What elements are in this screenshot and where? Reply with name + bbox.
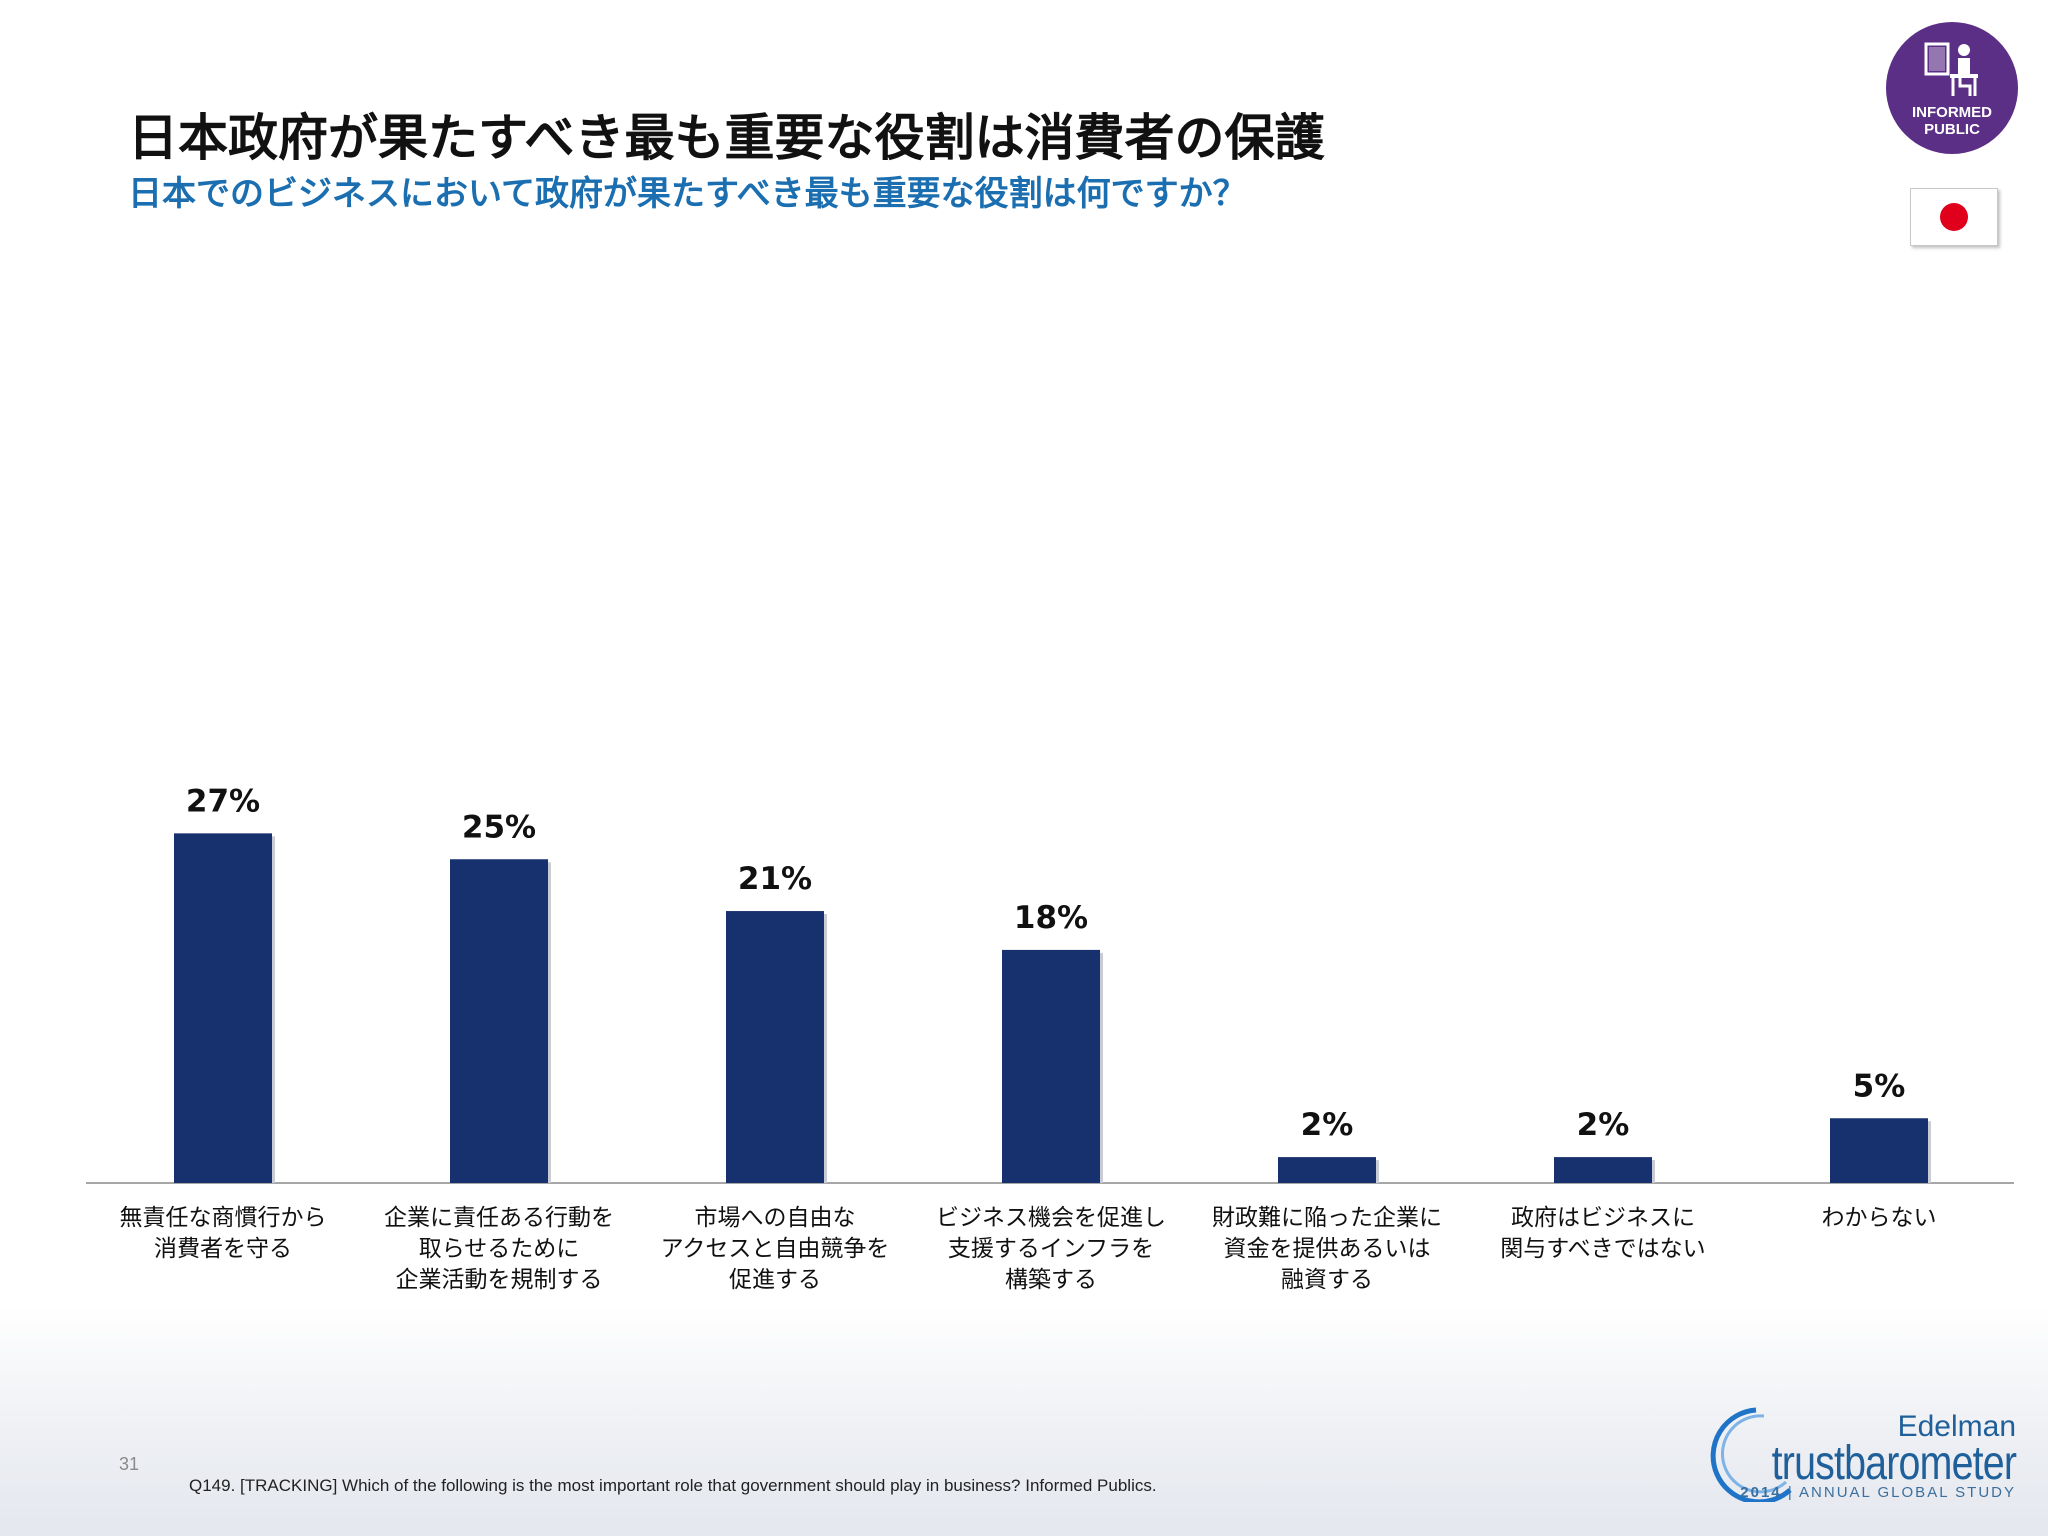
category-label: ビジネス機会を促進し支援するインフラを構築する: [936, 1205, 1166, 1293]
badge-label: INFORMED PUBLIC: [1912, 104, 1992, 138]
category-label-line: ビジネス機会を促進し: [936, 1205, 1166, 1231]
edelman-trustbarometer-logo: Edelman trustbarometer 2014 | ANNUAL GLO…: [1694, 1402, 2024, 1502]
data-label: 21%: [738, 861, 812, 897]
category-label-line: 資金を提供あるいは: [1224, 1236, 1431, 1262]
footer-background: [0, 1306, 2048, 1536]
logo-ring-icon: [1710, 1407, 1792, 1502]
page-number: 31: [119, 1454, 140, 1474]
bar: [1554, 1157, 1652, 1183]
category-label: 無責任な商慣行から消費者を守る: [120, 1205, 327, 1262]
informed-public-badge: INFORMED PUBLIC: [1886, 22, 2018, 154]
category-label-line: 取らせるために: [419, 1236, 580, 1262]
page-title: 日本政府が果たすべき最も重要な役割は消費者の保護: [128, 109, 1325, 167]
bar: [174, 833, 272, 1183]
category-label: 企業に責任ある行動を取らせるために企業活動を規制する: [384, 1205, 614, 1293]
category-label-line: 支援するインフラを: [948, 1236, 1154, 1262]
data-label: 2%: [1577, 1107, 1630, 1143]
japan-flag-icon: [1910, 188, 1998, 246]
brand-tagline-row: 2014 | ANNUAL GLOBAL STUDY: [1740, 1484, 2016, 1501]
data-label: 2%: [1301, 1107, 1354, 1143]
footnote: Q149. [TRACKING] Which of the following …: [189, 1476, 1157, 1495]
page-subtitle: 日本でのビジネスにおいて政府が果たすべき最も重要な役割は何ですか？: [128, 174, 1247, 214]
category-label-line: 企業に責任ある行動を: [384, 1205, 614, 1231]
bar-chart: 27% 無責任な商慣行から消費者を守る 25% 企業に責任ある行動を取らせるために企業…: [86, 783, 2014, 1293]
category-label-line: 無責任な商慣行から: [120, 1205, 327, 1231]
brand-tagline: | ANNUAL GLOBAL STUDY: [1787, 1484, 2016, 1501]
category-label-line: 関与すべきではない: [1500, 1236, 1705, 1262]
category-label: 政府はビジネスに関与すべきではない: [1500, 1205, 1705, 1262]
flag-disc: [1940, 203, 1968, 231]
bar: [1278, 1157, 1376, 1183]
category-label-line: 促進する: [729, 1267, 821, 1293]
data-label: 25%: [462, 809, 536, 845]
bar: [450, 859, 548, 1183]
category-label-line: 財政難に陥った企業に: [1212, 1205, 1442, 1231]
data-label: 5%: [1853, 1068, 1906, 1104]
data-label: 27%: [186, 783, 260, 819]
brand-name: trustbarometer: [1771, 1437, 2017, 1490]
category-label-line: わからない: [1822, 1205, 1937, 1231]
bar: [1002, 949, 1100, 1183]
category-label-line: 消費者を守る: [154, 1236, 292, 1262]
bar: [1830, 1118, 1928, 1183]
bar: [726, 911, 824, 1183]
category-label: わからない: [1822, 1205, 1937, 1231]
category-label-line: 構築する: [1005, 1267, 1097, 1293]
brand-company: Edelman: [1897, 1410, 2016, 1443]
category-label-line: アクセスと自由競争を: [661, 1236, 890, 1262]
category-label-line: 融資する: [1281, 1267, 1373, 1293]
data-label: 18%: [1014, 900, 1088, 936]
category-label-line: 政府はビジネスに: [1511, 1205, 1695, 1231]
brand-year: 2014: [1740, 1484, 1782, 1501]
category-label-line: 市場への自由な: [695, 1205, 856, 1231]
person-at-desk-icon: [1924, 42, 1978, 96]
category-label-line: 企業活動を規制する: [396, 1267, 603, 1293]
category-label: 市場への自由なアクセスと自由競争を促進する: [661, 1205, 890, 1293]
category-label: 財政難に陥った企業に資金を提供あるいは融資する: [1212, 1205, 1442, 1293]
